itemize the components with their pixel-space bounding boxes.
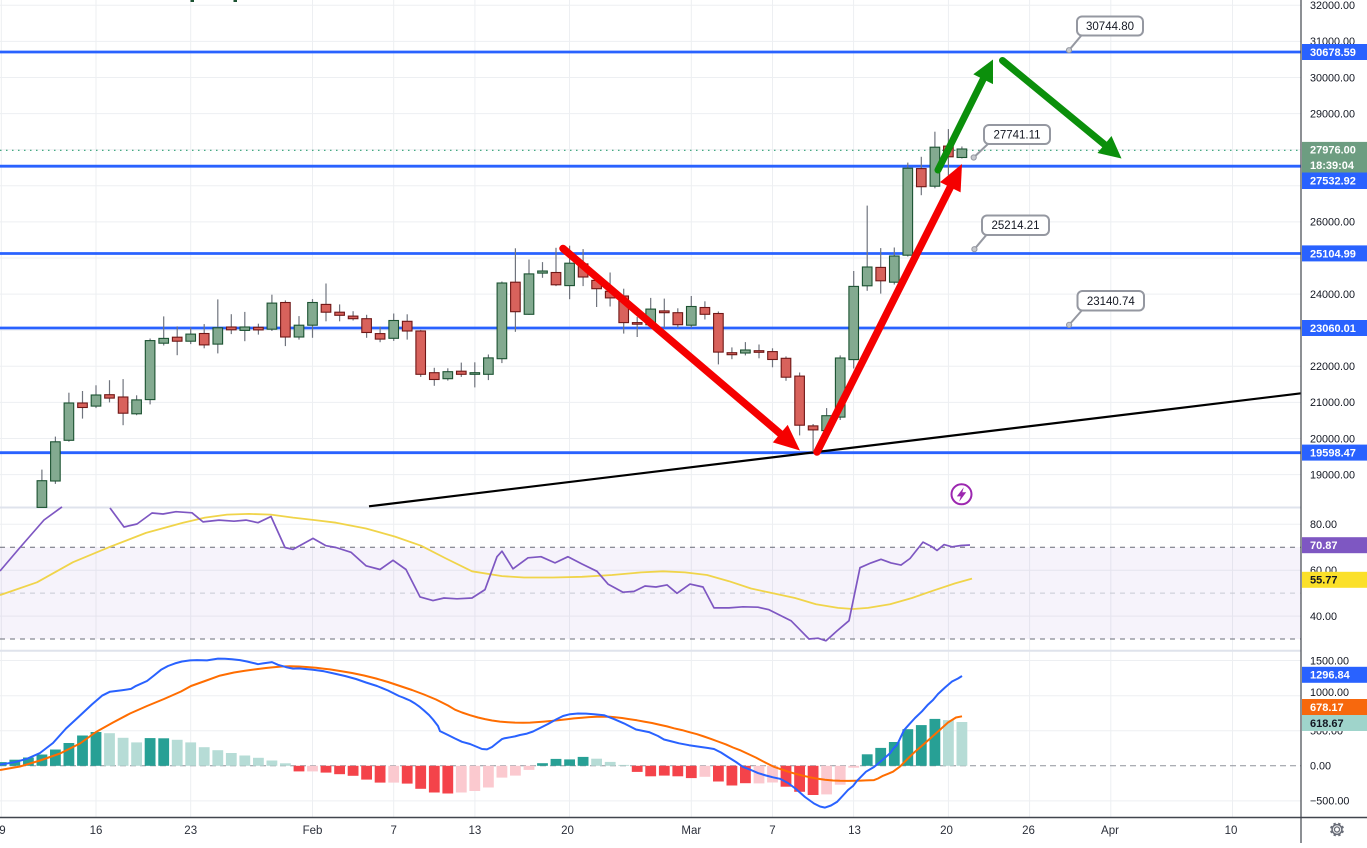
svg-text:29000.00: 29000.00 <box>1310 108 1355 120</box>
svg-text:55.77: 55.77 <box>1310 575 1338 587</box>
svg-text:32000.00: 32000.00 <box>1310 0 1355 12</box>
svg-text:70.87: 70.87 <box>1310 540 1338 552</box>
svg-text:26: 26 <box>1022 825 1035 837</box>
svg-text:1500.00: 1500.00 <box>1310 655 1349 667</box>
svg-text:7: 7 <box>390 825 396 837</box>
svg-text:20: 20 <box>940 825 953 837</box>
svg-text:23060.01: 23060.01 <box>1310 323 1356 335</box>
svg-text:30000.00: 30000.00 <box>1310 72 1355 84</box>
svg-text:23: 23 <box>184 825 197 837</box>
svg-text:21000.00: 21000.00 <box>1310 397 1355 409</box>
svg-text:19000.00: 19000.00 <box>1310 469 1355 481</box>
svg-text:−500.00: −500.00 <box>1310 796 1349 808</box>
svg-text:1000.00: 1000.00 <box>1310 687 1349 699</box>
svg-text:19598.47: 19598.47 <box>1310 448 1356 460</box>
svg-text:Apr: Apr <box>1101 825 1119 837</box>
svg-text:7: 7 <box>769 825 775 837</box>
svg-text:0.00: 0.00 <box>1310 761 1331 773</box>
svg-text:18:39:04: 18:39:04 <box>1310 160 1355 172</box>
svg-text:80.00: 80.00 <box>1310 519 1337 531</box>
svg-text:27976.00: 27976.00 <box>1310 145 1356 157</box>
svg-text:22000.00: 22000.00 <box>1310 361 1355 373</box>
svg-text:10: 10 <box>1225 825 1238 837</box>
svg-text:20000.00: 20000.00 <box>1310 433 1355 445</box>
svg-text:1296.84: 1296.84 <box>1310 670 1351 682</box>
svg-text:618.67: 618.67 <box>1310 718 1344 730</box>
svg-text:16: 16 <box>90 825 103 837</box>
svg-text:Feb: Feb <box>303 825 323 837</box>
svg-text:30744.80: 30744.80 <box>1086 21 1134 33</box>
svg-text:25104.99: 25104.99 <box>1310 248 1356 260</box>
svg-text:13: 13 <box>469 825 482 837</box>
svg-text:9: 9 <box>0 825 6 837</box>
svg-text:678.17: 678.17 <box>1310 702 1344 714</box>
svg-text:20: 20 <box>561 825 574 837</box>
svg-text:27741.11: 27741.11 <box>993 130 1040 142</box>
svg-text:30678.59: 30678.59 <box>1310 47 1356 59</box>
svg-text:13: 13 <box>848 825 861 837</box>
svg-text:Mar: Mar <box>681 825 701 837</box>
svg-text:40.00: 40.00 <box>1310 611 1337 623</box>
svg-text:26000.00: 26000.00 <box>1310 217 1355 229</box>
svg-text:24000.00: 24000.00 <box>1310 289 1355 301</box>
svg-text:23140.74: 23140.74 <box>1087 296 1136 308</box>
svg-text:27532.92: 27532.92 <box>1310 176 1356 188</box>
svg-text:25214.21: 25214.21 <box>992 220 1040 232</box>
